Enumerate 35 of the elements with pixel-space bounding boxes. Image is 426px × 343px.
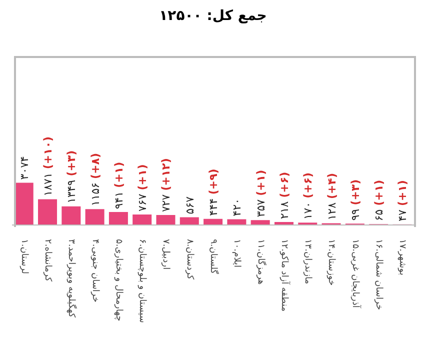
data-label: ۱۷۰ (+۶) bbox=[301, 172, 314, 220]
x-tick-label: ۸.کردستان bbox=[184, 239, 194, 280]
chart-title: جمع کل: ۱۲۵۰۰ bbox=[158, 8, 268, 26]
data-label: ۷۲۷ (+۱۲) bbox=[159, 158, 172, 212]
data-label: ۶۵ (+۱) bbox=[372, 180, 386, 222]
x-tick-label: ۱۷.بوشهر bbox=[397, 239, 408, 276]
x-tick-label: ۱.لرستان bbox=[18, 239, 29, 274]
x-tick-label: ۶.سیستان و بلوچستان bbox=[137, 239, 148, 323]
data-label: ۱۲۸ (+۴) bbox=[324, 173, 338, 220]
data-label: ۴۴۴ (+۹) bbox=[206, 168, 220, 216]
data-label: ۹۴۱ (+۱) bbox=[112, 162, 125, 210]
x-tick-label: ۵.چهارمحال و بختیاری bbox=[113, 239, 124, 322]
data-label: ۱۳۴۹ (+۳) bbox=[64, 150, 78, 204]
x-tick-label: ۱۰.ایلام bbox=[232, 239, 242, 268]
x-tick-label: ۱۵.آذربایجان غربی bbox=[350, 239, 362, 308]
x-tick-label: ۱۳.مازندران bbox=[302, 239, 313, 284]
data-label: ۴۷ (+۱) bbox=[396, 180, 409, 222]
data-label: ۳۵۷ (+۱) bbox=[254, 170, 267, 218]
x-tick-label: ۴.خراسان جنوبی bbox=[90, 239, 100, 302]
data-label: ۵۶۷ bbox=[182, 196, 196, 214]
x-tick-label: ۱۲.منطقه آزاد ماکو bbox=[278, 239, 291, 312]
data-label: ۷۶۷ (+۱) bbox=[136, 164, 149, 212]
data-label: ۴۲۰ bbox=[230, 198, 244, 216]
x-tick-label: ۳.کهگیلویه وبویراحمد bbox=[66, 239, 78, 318]
x-tick-label: ۷.اردبیل bbox=[160, 239, 171, 270]
x-tick-label: ۱۴.خوزستان bbox=[326, 239, 336, 286]
data-label: ۲۱۸ (+۶) bbox=[277, 172, 290, 219]
data-label: ۱۱۵۶ (+۸) bbox=[88, 152, 102, 206]
data-label: ۳۰۷۴ bbox=[17, 156, 30, 180]
x-tick-label: ۱۶.خراسان شمالی bbox=[374, 239, 384, 310]
x-tick-label: ۱۱.هرمزگان bbox=[255, 239, 268, 285]
x-tick-label: ۲.کرمانشاه bbox=[42, 239, 52, 282]
data-label: ۹۹ (+۳) bbox=[348, 179, 362, 221]
x-tick-label: ۹.گلستان bbox=[208, 239, 220, 275]
data-label: ۱۸۷۱ (+۱۰) bbox=[41, 136, 54, 196]
